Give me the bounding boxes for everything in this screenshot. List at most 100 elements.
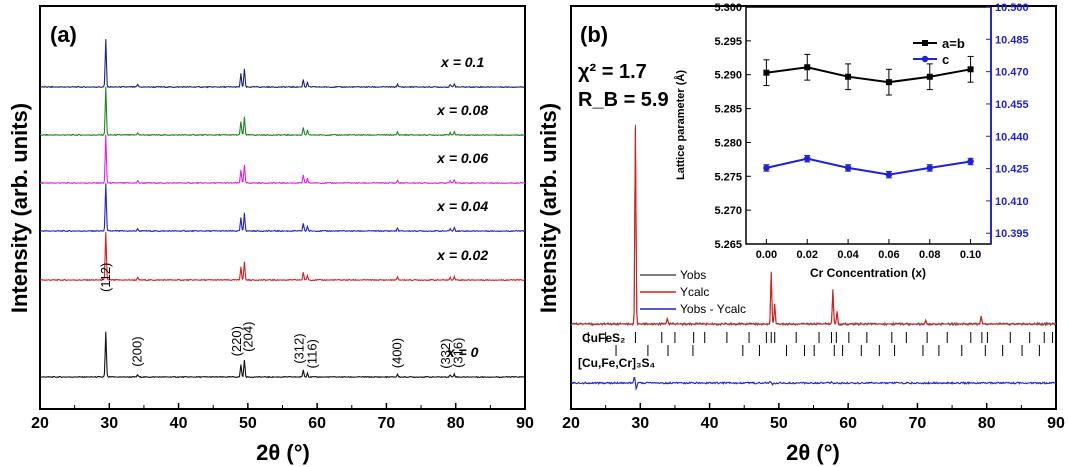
panel-b-x-ticks: 20 30 40 50 60 70 80 90 bbox=[562, 403, 1065, 432]
series-line-4 bbox=[39, 232, 526, 282]
inset-legend-label-0: a=b bbox=[942, 36, 965, 51]
inset-marker-0-4 bbox=[926, 73, 933, 80]
panel-b-label: (b) bbox=[580, 22, 608, 47]
inset-ytick-right-6: 10.485 bbox=[995, 34, 1029, 46]
b-xtick-label-1: 30 bbox=[631, 415, 649, 432]
inset-ytick-right-2: 10.425 bbox=[995, 164, 1029, 176]
a-xtick-label-3: 50 bbox=[239, 415, 257, 432]
phase2-label: [Cu,Fe,Cr]₃S₄ bbox=[578, 356, 656, 370]
hkl-label-0: (112) bbox=[98, 263, 113, 292]
inset-ytick-left-7: 5.300 bbox=[714, 2, 742, 14]
inset-line-a=b bbox=[766, 66, 971, 84]
b-xtick-label-5: 70 bbox=[909, 415, 927, 432]
b-xtick-label-2: 40 bbox=[701, 415, 719, 432]
inset-ytick-left-1: 5.270 bbox=[714, 205, 742, 217]
diff-line bbox=[570, 376, 1057, 391]
hkl-label-5: (116) bbox=[304, 339, 319, 368]
inset-marker-1-2 bbox=[844, 164, 852, 172]
chi2-label: χ² = 1.7 bbox=[578, 61, 647, 83]
inset-marker-0-5 bbox=[967, 66, 974, 73]
panel-a-xlabel: 2θ (°) bbox=[256, 440, 310, 465]
rb-label: R_B = 5.9 bbox=[578, 89, 669, 111]
b-xtick-label-3: 50 bbox=[770, 415, 788, 432]
hkl-label-8: (316) bbox=[450, 338, 465, 368]
b-xtick-label-0: 20 bbox=[562, 415, 580, 432]
a-xtick-label-7: 90 bbox=[516, 415, 534, 432]
a-xtick-label-2: 40 bbox=[170, 415, 188, 432]
inset-chart: 5.265 5.270 5.275 5.280 5.285 5.290 5.295 5.300… bbox=[674, 2, 1029, 280]
panel-a-x-ticks: 20 30 40 50 60 70 80 90 bbox=[31, 403, 534, 432]
hkl-label-6: (400) bbox=[390, 338, 405, 368]
inset-xtick-4: 0.08 bbox=[919, 249, 940, 261]
inset-xlabel: Cr Concentration (x) bbox=[810, 266, 926, 280]
series-line-3 bbox=[39, 183, 526, 233]
series-line-1 bbox=[39, 86, 526, 137]
panel-a: (a) x = 0.1x = 0.08x = 0.06x = 0.04x = 0… bbox=[7, 5, 534, 465]
inset-ytick-left-6: 5.295 bbox=[714, 36, 742, 48]
series-label-5: x = 0 bbox=[446, 344, 479, 360]
inset-marker-1-3 bbox=[885, 171, 893, 178]
inset-marker-1-5 bbox=[967, 158, 974, 165]
series-label-0: x = 0.1 bbox=[440, 54, 484, 70]
b-xtick-label-4: 60 bbox=[839, 415, 857, 432]
panel-b-series bbox=[570, 124, 1057, 391]
hkl-label-1: (200) bbox=[130, 336, 145, 366]
inset-legend-marker-1 bbox=[921, 55, 929, 63]
a-xtick-label-0: 20 bbox=[31, 415, 49, 432]
hkl-label-4: (312) bbox=[291, 333, 306, 363]
panel-b-ylabel: Intensity (arb. units) bbox=[536, 103, 561, 313]
series-label-4: x = 0.02 bbox=[436, 247, 488, 263]
inset-ytick-right-3: 10.440 bbox=[995, 131, 1029, 143]
panel-b-phase-ticks bbox=[587, 332, 1054, 356]
inset-frame bbox=[745, 6, 992, 245]
inset-ytick-left-5: 5.290 bbox=[714, 70, 742, 82]
inset-content: 5.265 5.270 5.275 5.280 5.285 5.290 5.295 5.300… bbox=[714, 2, 1028, 261]
panel-b-legend: Yobs Ycalc Yobs - Ycalc bbox=[640, 268, 746, 316]
inset-marker-0-3 bbox=[885, 79, 892, 86]
hkl-label-7: (332) bbox=[438, 338, 453, 368]
legend-label-0: Yobs bbox=[680, 268, 706, 282]
ycalc-line bbox=[571, 126, 1056, 325]
inset-xtick-3: 0.06 bbox=[878, 249, 899, 261]
inset-xtick-1: 0.02 bbox=[797, 249, 818, 261]
panel-a-label: (a) bbox=[50, 22, 77, 47]
inset-ytick-right-1: 10.410 bbox=[995, 196, 1029, 208]
inset-xtick-0: 0.00 bbox=[756, 249, 777, 261]
inset-ytick-left-3: 5.280 bbox=[714, 137, 742, 149]
inset-marker-0-1 bbox=[804, 64, 811, 71]
a-xtick-label-6: 80 bbox=[447, 415, 465, 432]
hkl-label-2: (220) bbox=[229, 326, 244, 356]
b-xtick-label-7: 90 bbox=[1047, 415, 1065, 432]
inset-ytick-left-0: 5.265 bbox=[714, 239, 742, 251]
inset-marker-0-2 bbox=[845, 73, 852, 80]
b-xtick-label-6: 80 bbox=[978, 415, 996, 432]
inset-ytick-left-2: 5.275 bbox=[714, 171, 742, 183]
series-line-0 bbox=[39, 39, 526, 89]
inset-ytick-right-0: 10.395 bbox=[995, 228, 1029, 240]
panel-a-hkl-labels: (112) (200) (220)(204) (312)(116) (400) (332)… bbox=[98, 263, 465, 369]
inset-legend-marker-0 bbox=[922, 40, 928, 46]
series-label-2: x = 0.06 bbox=[436, 150, 488, 166]
series-line-2 bbox=[39, 134, 526, 185]
inset-marker-1-1 bbox=[804, 155, 811, 162]
series-label-1: x = 0.08 bbox=[436, 102, 488, 118]
legend-label-2: Yobs - Ycalc bbox=[680, 302, 746, 316]
series-label-3: x = 0.04 bbox=[436, 198, 488, 214]
panel-a-series: x = 0.1 x = 0.08 x = 0.06 x = 0.04 x = 0.02 x… bbox=[39, 39, 526, 379]
series-line-5 bbox=[39, 331, 526, 379]
a-xtick-label-5: 70 bbox=[378, 415, 396, 432]
inset-xtick-2: 0.04 bbox=[837, 249, 859, 261]
panel-a-ylabel: Intensity (arb. units) bbox=[7, 103, 32, 313]
inset-ytick-right-7: 10.500 bbox=[995, 2, 1029, 14]
inset-line-c bbox=[766, 157, 971, 176]
legend-label-1: Ycalc bbox=[680, 285, 709, 299]
inset-ytick-right-5: 10.470 bbox=[995, 67, 1029, 79]
a-xtick-label-4: 60 bbox=[308, 415, 326, 432]
inset-xtick-5: 0.10 bbox=[960, 249, 981, 261]
panel-b-xlabel: 2θ (°) bbox=[786, 440, 840, 465]
phase1-label: CuFeS₂ bbox=[582, 331, 625, 345]
inset-marker-1-0 bbox=[763, 164, 770, 172]
panel-b: (b) χ² = 1.7 R_B = 5.9 Yobs Ycalc Yobs - Y… bbox=[536, 5, 1065, 465]
inset-ylabel: Lattice parameter (Å) bbox=[674, 70, 687, 180]
